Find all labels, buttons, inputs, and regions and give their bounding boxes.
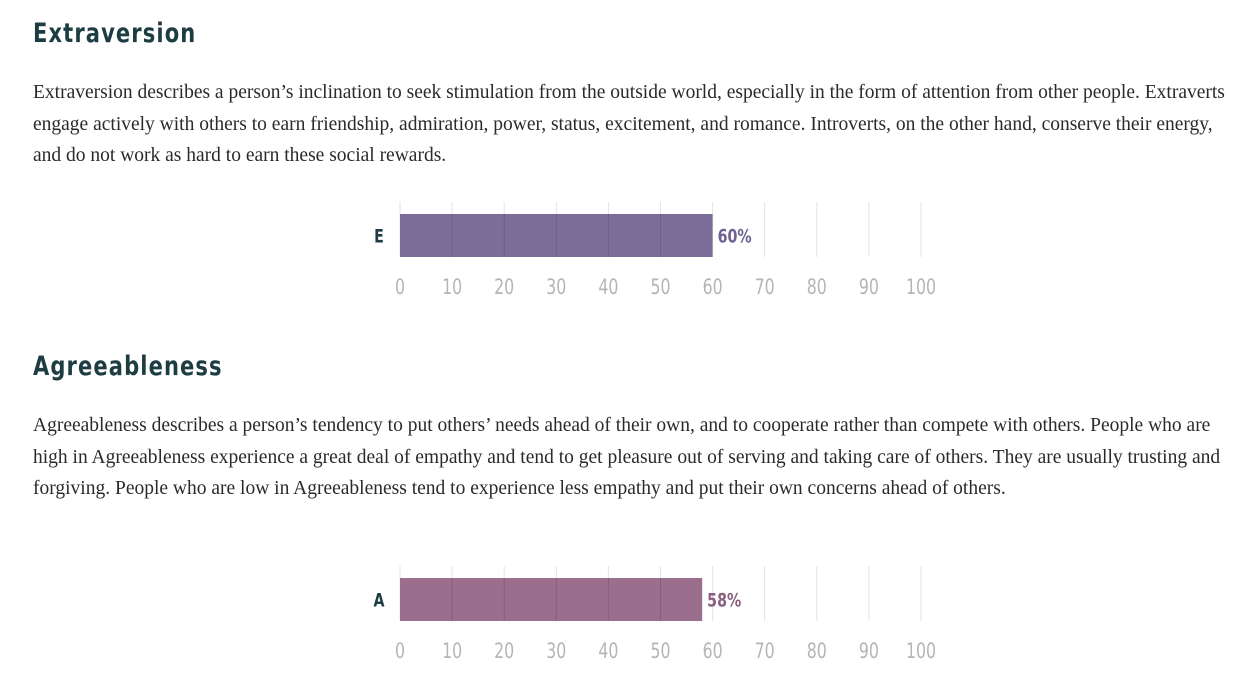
tick-label: 100	[906, 640, 936, 664]
tick-label: 0	[395, 640, 405, 664]
tick-label: 90	[859, 640, 879, 664]
tick-label: 40	[598, 640, 618, 664]
tick-label: 70	[755, 276, 775, 300]
tick-label: 90	[859, 276, 879, 300]
tick-label: 100	[906, 276, 936, 300]
data-label: 58%	[707, 588, 741, 611]
category-label: A	[373, 588, 384, 611]
tick-label: 0	[395, 276, 405, 300]
tick-label: 10	[442, 640, 462, 664]
tick-label: 20	[494, 640, 514, 664]
tick-label: 80	[807, 276, 827, 300]
section-extraversion: Extraversion	[33, 18, 1233, 49]
section-description: Extraversion describes a person’s inclin…	[33, 82, 1225, 166]
bar-chart-extraversion: E 60% 0 10 20 30 40 50 60 70 80 90 100	[374, 202, 936, 300]
section-agreeableness: Agreeableness	[33, 351, 1233, 382]
tick-label: 10	[442, 276, 462, 300]
bar-chart-agreeableness: A 58% 0 10 20 30 40 50 60 70 80 90 100	[373, 566, 936, 664]
tick-label: 30	[546, 276, 566, 300]
bar	[400, 578, 703, 621]
data-label: 60%	[718, 224, 752, 247]
bar	[400, 214, 713, 257]
tick-label: 80	[807, 640, 827, 664]
section-title: Agreeableness	[33, 351, 223, 382]
tick-label: 70	[755, 640, 775, 664]
section-description: Agreeableness describes a person’s tende…	[33, 415, 1221, 499]
tick-label: 40	[598, 276, 618, 300]
tick-label: 50	[650, 276, 670, 300]
tick-label: 30	[546, 640, 566, 664]
tick-label: 20	[494, 276, 514, 300]
category-label: E	[374, 224, 384, 247]
section-title: Extraversion	[33, 18, 197, 49]
tick-label: 60	[703, 640, 723, 664]
tick-label: 60	[703, 276, 723, 300]
tick-label: 50	[650, 640, 670, 664]
